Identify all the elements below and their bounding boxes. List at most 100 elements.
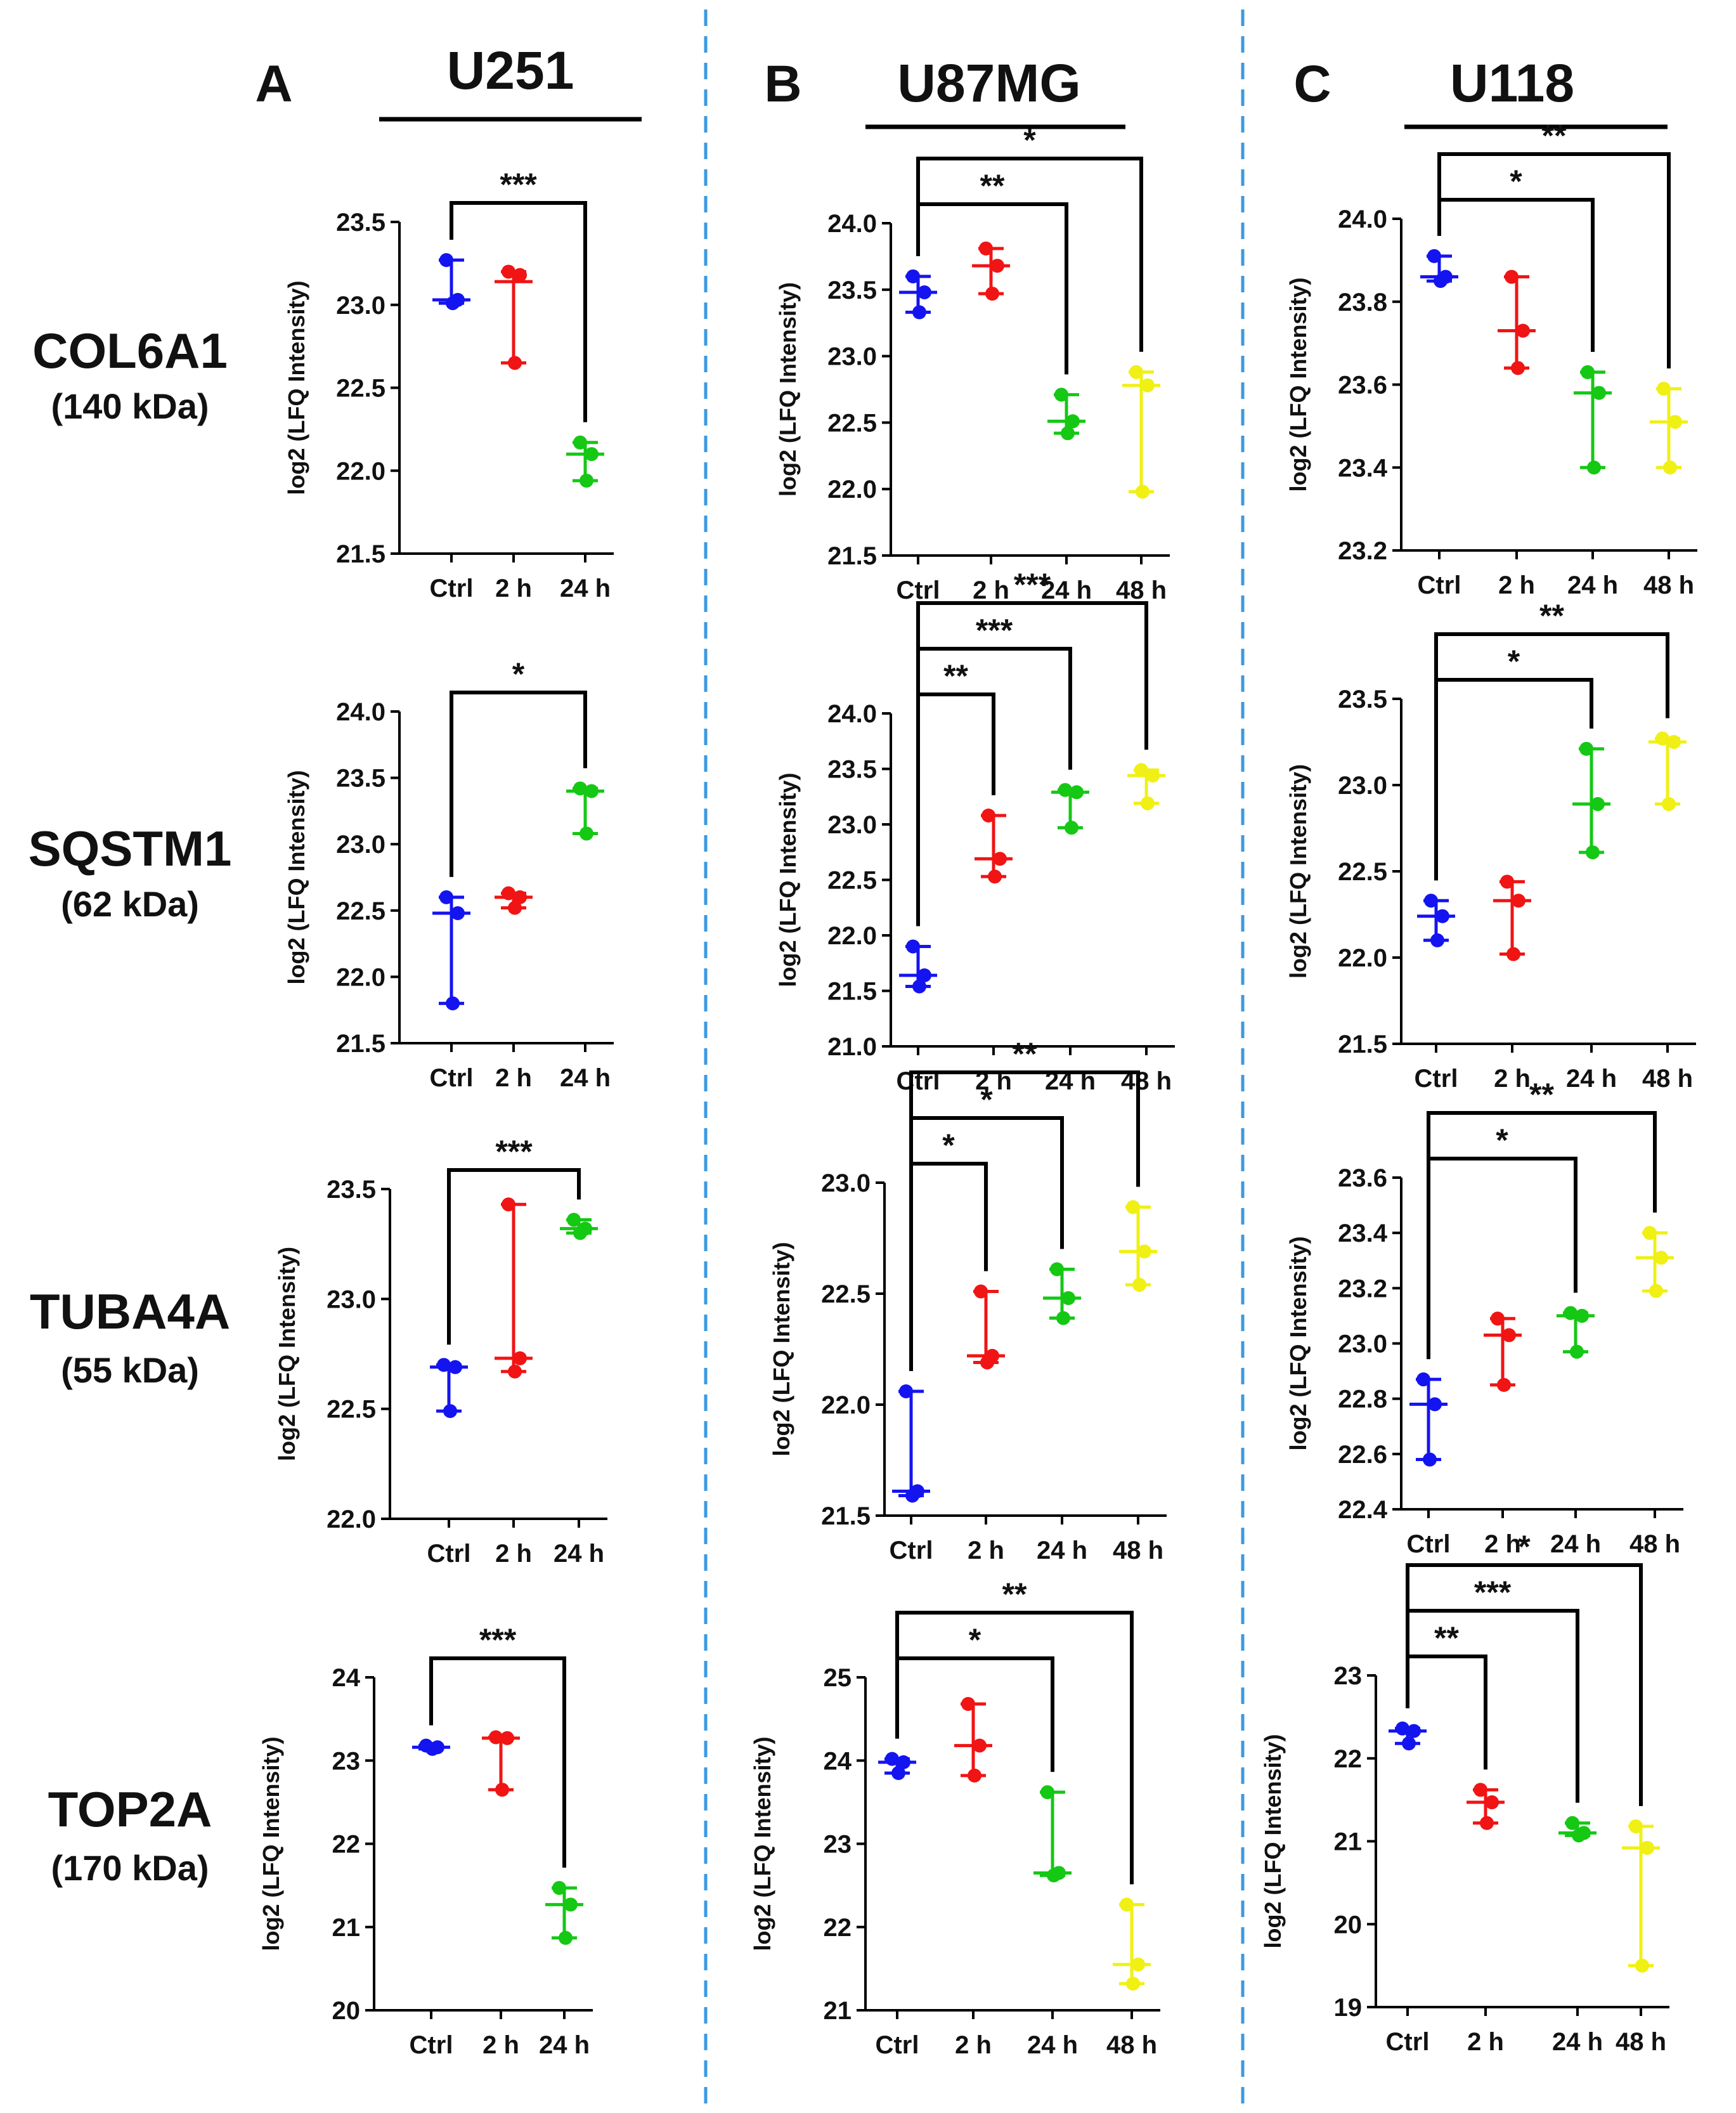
x-tick-label: 2 h	[1494, 1065, 1531, 1093]
x-tick-label: 24 h	[1037, 1537, 1087, 1564]
data-point	[502, 886, 515, 900]
group-2h	[1484, 1311, 1522, 1392]
data-point	[513, 1351, 527, 1365]
significance-label: **	[943, 658, 968, 694]
y-tick-label: 23.5	[336, 765, 385, 793]
bracket-line	[1434, 678, 1593, 881]
data-point	[508, 1364, 522, 1379]
x-tick-label: 24 h	[1027, 2031, 1078, 2059]
y-tick-label: 23.0	[327, 1285, 376, 1313]
data-point	[1137, 1244, 1151, 1259]
bracket-line	[895, 1611, 1134, 1885]
x-tick-label: 2 h	[955, 2031, 992, 2059]
protein-size-sqstm1: (62 kDa)	[61, 884, 199, 924]
x-tick-label: 2 h	[495, 1064, 532, 1092]
group-24h	[1043, 1262, 1081, 1325]
group-48h	[1122, 365, 1160, 499]
data-point	[1502, 1328, 1516, 1343]
significance-label: *	[1496, 1122, 1508, 1158]
data-point	[1423, 1452, 1437, 1467]
significance-bracket: *	[450, 656, 587, 877]
group-2h	[1467, 1783, 1505, 1830]
significance-label: *	[1510, 164, 1522, 199]
x-tick-label: 24 h	[539, 2031, 590, 2059]
y-axis-label: log2 (LFQ Intensity)	[775, 282, 801, 497]
data-point	[448, 1360, 462, 1374]
group-48h	[1650, 382, 1688, 475]
x-tick-label: Ctrl	[410, 2031, 453, 2059]
group-24h	[1572, 741, 1610, 860]
y-tick-label: 22.0	[821, 1391, 871, 1419]
panel-letter-c: C	[1293, 55, 1331, 113]
data-point	[1587, 460, 1601, 475]
group-2h	[495, 264, 533, 370]
y-tick-label: 24	[824, 1747, 852, 1775]
y-tick-label: 19	[1334, 1994, 1363, 2022]
x-tick-label: 2 h	[1498, 571, 1535, 599]
group-48h	[1622, 1819, 1660, 1973]
x-tick-label: 2 h	[483, 2031, 519, 2059]
y-tick-label: 21.5	[336, 1030, 385, 1058]
chart-a4-top2a: 20 21 22 23 24 log2 (LFQ Intensity) Ctrl 2 h 24 …	[258, 1622, 593, 2059]
y-tick-label: 23.5	[336, 209, 385, 237]
data-point	[906, 269, 920, 283]
x-tick-label: 48 h	[1642, 1065, 1693, 1093]
y-axis-label: log2 (LFQ Intensity)	[1260, 1734, 1286, 1949]
x-tick-label: 24 h	[1566, 1065, 1617, 1093]
x-tick-label: 24 h	[554, 1540, 604, 1568]
data-point	[1424, 894, 1438, 908]
y-tick-label: 22.0	[1338, 944, 1387, 972]
y-tick-label: 23	[1334, 1662, 1363, 1690]
cell-line-title-u251: U251	[447, 41, 574, 100]
group-24h	[1574, 365, 1612, 475]
y-tick-label: 22.0	[336, 457, 385, 485]
chart-b4-top2a: 21 22 23 24 25 log2 (LFQ Intensity) Ctrl 2 h 24 …	[749, 1577, 1160, 2059]
data-point	[559, 1930, 573, 1945]
data-point	[513, 890, 527, 904]
y-axis-label: log2 (LFQ Intensity)	[768, 1242, 794, 1457]
data-point	[1591, 796, 1605, 811]
data-point	[1516, 323, 1530, 338]
group-ctrl	[1389, 1721, 1427, 1751]
data-point	[1070, 785, 1084, 800]
x-tick-label: 2 h	[495, 575, 532, 602]
significance-bracket: ***	[916, 567, 1148, 926]
data-point	[1491, 1311, 1505, 1326]
data-point	[899, 1384, 913, 1398]
x-tick-label: 48 h	[1616, 2028, 1666, 2056]
y-axis-label: log2 (LFQ Intensity)	[1285, 764, 1311, 978]
data-point	[573, 781, 587, 796]
data-point	[489, 1730, 503, 1745]
significance-bracket: ***	[447, 1134, 581, 1345]
significance-label: ***	[1014, 567, 1051, 602]
data-point	[1434, 274, 1448, 289]
protein-size-col6a1: (140 kDa)	[51, 386, 209, 426]
y-tick-label: 23.6	[1338, 372, 1387, 400]
x-tick-label: Ctrl	[897, 576, 940, 604]
bracket-line	[1437, 152, 1671, 369]
data-point	[1649, 1284, 1663, 1298]
data-point	[1040, 1785, 1054, 1800]
protein-name-tuba4a: TUBA4A	[30, 1284, 230, 1339]
bracket-line	[447, 1168, 581, 1345]
x-tick-label: Ctrl	[1407, 1530, 1451, 1558]
bracket-line	[1427, 1111, 1657, 1360]
y-tick-label: 22.8	[1338, 1386, 1387, 1414]
group-2h	[495, 886, 533, 915]
data-point	[905, 1488, 919, 1503]
data-point	[1120, 1897, 1134, 1912]
x-tick-label: 24 h	[560, 1064, 611, 1092]
data-point	[1663, 460, 1677, 475]
data-point	[1061, 426, 1075, 441]
y-axis-label: log2 (LFQ Intensity)	[775, 773, 801, 987]
y-tick-label: 23.8	[1338, 289, 1387, 316]
y-tick-label: 24	[332, 1664, 361, 1692]
y-tick-label: 23.2	[1338, 537, 1387, 565]
chart-c3-tuba4a: 22.4 22.6 22.8 23.0 23.2 23.4 23.6 log2 (LFQ In…	[1285, 1077, 1683, 1558]
group-24h	[560, 1213, 598, 1240]
y-tick-label: 22.5	[336, 375, 385, 403]
data-point	[443, 1404, 457, 1419]
data-point	[912, 979, 926, 994]
bracket-line	[429, 1656, 566, 1868]
